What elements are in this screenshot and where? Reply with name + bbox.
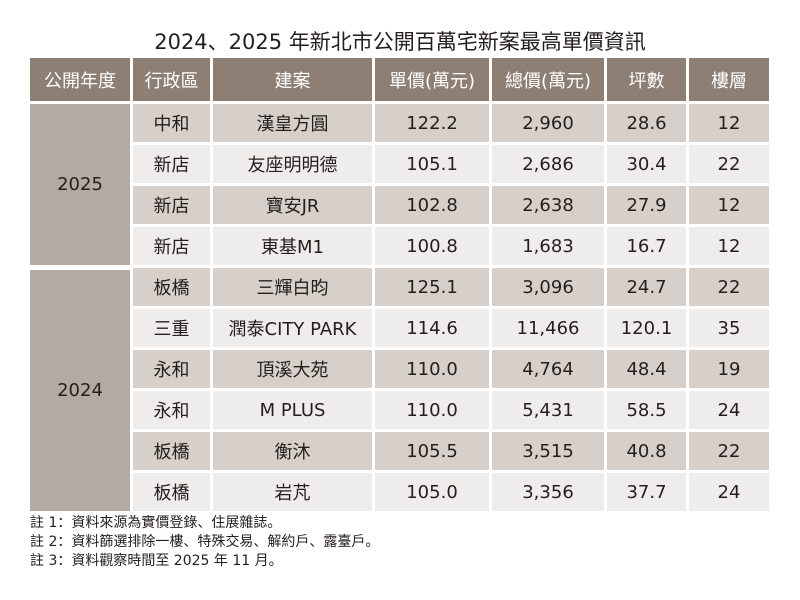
- unit-price-cell: 122.2: [375, 104, 489, 142]
- year-cell: 2024: [30, 268, 130, 511]
- header-year: 公開年度: [30, 58, 130, 101]
- floor-cell: 22: [689, 145, 769, 183]
- footnote: 註 1：資料來源為實價登錄、住展雜誌。: [30, 515, 282, 531]
- project-cell: M PLUS: [213, 391, 372, 429]
- unit-price-cell: 105.5: [375, 432, 489, 470]
- year-cell: 2025: [30, 104, 130, 265]
- district-cell: 中和: [133, 104, 210, 142]
- table-row: 板橋 岩芃 105.0 3,356 37.7 24: [30, 473, 769, 511]
- ping-cell: 30.4: [607, 145, 686, 183]
- table-row: 永和 頂溪大苑 110.0 4,764 48.4 19: [30, 350, 769, 388]
- total-price-cell: 2,960: [492, 104, 604, 142]
- table-row: 永和 M PLUS 110.0 5,431 58.5 24: [30, 391, 769, 429]
- total-price-cell: 3,356: [492, 473, 604, 511]
- unit-price-cell: 114.6: [375, 309, 489, 347]
- ping-cell: 120.1: [607, 309, 686, 347]
- floor-cell: 12: [689, 104, 769, 142]
- project-cell: 友座明明德: [213, 145, 372, 183]
- header-total-price: 總價(萬元): [492, 58, 604, 101]
- project-cell: 寶安JR: [213, 186, 372, 224]
- price-table: 公開年度 行政區 建案 單價(萬元) 總價(萬元) 坪數 樓層 2025 中和 漢皇…: [27, 55, 772, 514]
- unit-price-cell: 100.8: [375, 227, 489, 265]
- table-row: 板橋 衡沐 105.5 3,515 40.8 22: [30, 432, 769, 470]
- total-price-cell: 4,764: [492, 350, 604, 388]
- unit-price-cell: 105.0: [375, 473, 489, 511]
- header-ping: 坪數: [607, 58, 686, 101]
- district-cell: 板橋: [133, 473, 210, 511]
- district-cell: 永和: [133, 350, 210, 388]
- floor-cell: 24: [689, 473, 769, 511]
- page-title: 2024、2025 年新北市公開百萬宅新案最高單價資訊: [154, 30, 646, 54]
- district-cell: 新店: [133, 145, 210, 183]
- total-price-cell: 1,683: [492, 227, 604, 265]
- district-cell: 三重: [133, 309, 210, 347]
- ping-cell: 27.9: [607, 186, 686, 224]
- ping-cell: 40.8: [607, 432, 686, 470]
- header-project: 建案: [213, 58, 372, 101]
- district-cell: 板橋: [133, 432, 210, 470]
- table-row: 2024 板橋 三輝白昀 125.1 3,096 24.7 22: [30, 268, 769, 511]
- unit-price-cell: 125.1: [375, 268, 489, 306]
- total-price-cell: 11,466: [492, 309, 604, 347]
- district-cell: 永和: [133, 391, 210, 429]
- project-cell: 三輝白昀: [213, 268, 372, 306]
- unit-price-cell: 110.0: [375, 350, 489, 388]
- header-row: 公開年度 行政區 建案 單價(萬元) 總價(萬元) 坪數 樓層: [30, 58, 769, 101]
- project-cell: 漢皇方圓: [213, 104, 372, 142]
- total-price-cell: 2,686: [492, 145, 604, 183]
- project-cell: 衡沐: [213, 432, 372, 470]
- table-row: 新店 友座明明德 105.1 2,686 30.4 22: [30, 145, 769, 183]
- district-cell: 新店: [133, 227, 210, 265]
- floor-cell: 12: [689, 227, 769, 265]
- table-row: 新店 寶安JR 102.8 2,638 27.9 12: [30, 186, 769, 224]
- district-cell: 新店: [133, 186, 210, 224]
- project-cell: 潤泰CITY PARK: [213, 309, 372, 347]
- header-unit-price: 單價(萬元): [375, 58, 489, 101]
- ping-cell: 16.7: [607, 227, 686, 265]
- floor-cell: 12: [689, 186, 769, 224]
- unit-price-cell: 102.8: [375, 186, 489, 224]
- ping-cell: 48.4: [607, 350, 686, 388]
- total-price-cell: 3,515: [492, 432, 604, 470]
- project-cell: 頂溪大苑: [213, 350, 372, 388]
- floor-cell: 19: [689, 350, 769, 388]
- floor-cell: 22: [689, 432, 769, 470]
- ping-cell: 37.7: [607, 473, 686, 511]
- unit-price-cell: 110.0: [375, 391, 489, 429]
- floor-cell: 22: [689, 268, 769, 306]
- footnote: 註 2：資料篩選排除一樓、特殊交易、解約戶、露臺戶。: [30, 534, 380, 550]
- footnotes: 註 1：資料來源為實價登錄、住展雜誌。 註 2：資料篩選排除一樓、特殊交易、解約…: [30, 514, 379, 571]
- floor-cell: 24: [689, 391, 769, 429]
- total-price-cell: 5,431: [492, 391, 604, 429]
- ping-cell: 24.7: [607, 268, 686, 306]
- table-row: 三重 潤泰CITY PARK 114.6 11,466 120.1 35: [30, 309, 769, 347]
- footnote: 註 3：資料觀察時間至 2025 年 11 月。: [30, 553, 283, 569]
- table-row: 新店 東基M1 100.8 1,683 16.7 12: [30, 227, 769, 265]
- header-district: 行政區: [133, 58, 210, 101]
- floor-cell: 35: [689, 309, 769, 347]
- unit-price-cell: 105.1: [375, 145, 489, 183]
- district-cell: 板橋: [133, 268, 210, 306]
- total-price-cell: 3,096: [492, 268, 604, 306]
- ping-cell: 58.5: [607, 391, 686, 429]
- ping-cell: 28.6: [607, 104, 686, 142]
- table-row: 2025 中和 漢皇方圓 122.2 2,960 28.6 12: [30, 104, 769, 265]
- project-cell: 東基M1: [213, 227, 372, 265]
- header-floor: 樓層: [689, 58, 769, 101]
- total-price-cell: 2,638: [492, 186, 604, 224]
- project-cell: 岩芃: [213, 473, 372, 511]
